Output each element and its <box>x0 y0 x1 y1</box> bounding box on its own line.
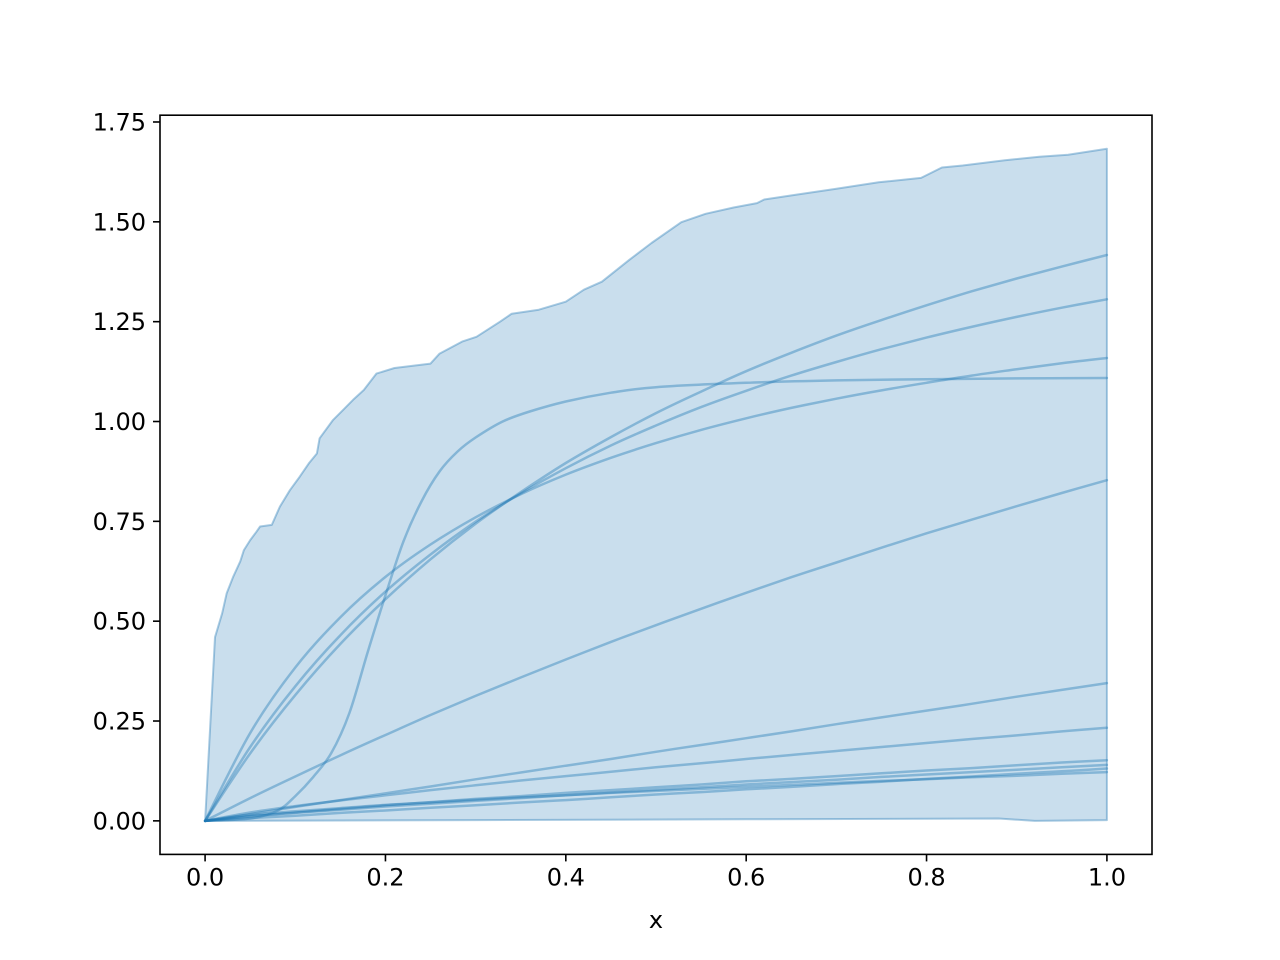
sample-path-6 <box>203 681 1109 823</box>
sample-path-10 <box>203 767 1109 823</box>
x-tick-label-0.6: 0.6 <box>727 863 765 891</box>
sample-path-3 <box>203 356 1109 823</box>
axes-frame <box>159 114 1153 856</box>
y-tick-label-0.25: 0.25 <box>93 708 146 736</box>
y-tick-label-0.75: 0.75 <box>93 508 146 536</box>
x-tick-label-0.8: 0.8 <box>907 863 945 891</box>
sample-path-5 <box>203 478 1109 823</box>
sample-path-1 <box>203 253 1109 823</box>
x-tick-label-0.0: 0.0 <box>186 863 224 891</box>
sample-path-9 <box>203 763 1109 823</box>
x-tick-label-0.4: 0.4 <box>547 863 585 891</box>
envelope-band <box>204 147 1108 822</box>
y-tick-label-1.50: 1.50 <box>93 208 146 236</box>
x-tick-label-1.0: 1.0 <box>1088 863 1126 891</box>
y-tick-label-0.50: 0.50 <box>93 608 146 636</box>
y-tick-label-1.25: 1.25 <box>93 308 146 336</box>
sample-path-2 <box>203 298 1109 823</box>
sample-path-4 <box>203 376 1109 823</box>
x-tick-label-0.2: 0.2 <box>366 863 404 891</box>
sample-path-11 <box>203 770 1109 823</box>
x-axis-label: x <box>648 906 664 934</box>
sample-path-8 <box>203 758 1109 823</box>
y-tick-label-1.75: 1.75 <box>93 108 146 136</box>
y-tick-label-1.00: 1.00 <box>93 408 146 436</box>
y-tick-label-0.00: 0.00 <box>93 807 146 835</box>
sample-path-7 <box>203 726 1109 823</box>
